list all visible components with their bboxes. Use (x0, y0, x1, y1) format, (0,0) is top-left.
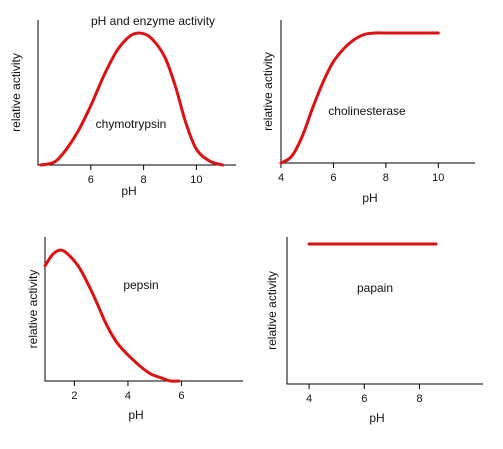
x-tick-label: 4 (306, 393, 312, 405)
enzyme-label: papain (357, 281, 393, 295)
figure-title: pH and enzyme activity (91, 14, 215, 28)
x-axis-label: pH (362, 191, 377, 205)
chart-panel-2: 4 6 8 10 pH relative activity cholinesterase (261, 20, 475, 205)
x-tick-label: 4 (125, 390, 131, 402)
y-axis-label: relative activity (9, 53, 23, 132)
y-axis-label: relative activity (265, 271, 279, 350)
chart-panel-3: 2 4 6 pH relative activity pepsin (26, 237, 243, 422)
enzyme-label: chymotrypsin (96, 117, 167, 131)
y-axis-label: relative activity (26, 270, 40, 349)
x-tick-label: 10 (432, 172, 444, 184)
x-axis-label: pH (121, 184, 136, 198)
x-tick-label: 8 (416, 393, 422, 405)
chart-panel-4: 4 6 8 pH relative activity papain (265, 237, 483, 425)
activity-curve (43, 248, 181, 383)
x-tick-label: 6 (178, 390, 184, 402)
axis-lines (280, 20, 475, 164)
activity-curve (279, 31, 440, 165)
x-tick-label: 4 (278, 172, 284, 184)
x-tick-label: 10 (190, 174, 202, 186)
enzyme-label: pepsin (123, 278, 158, 292)
plot-area: 6 8 10 pH relative activity chymotrypsin 4 6 8 10… (9, 20, 483, 425)
chart-panel-1: 6 8 10 pH relative activity chymotrypsin (9, 20, 236, 198)
axis-lines (37, 20, 236, 166)
x-tick-label: 2 (71, 390, 77, 402)
x-tick-label: 6 (361, 393, 367, 405)
axis-lines (44, 237, 243, 382)
y-axis-label: relative activity (261, 52, 275, 131)
enzyme-label: cholinesterase (328, 104, 406, 118)
x-axis-label: pH (128, 408, 143, 422)
x-tick-label: 6 (330, 172, 336, 184)
x-tick-label: 6 (88, 174, 94, 186)
axis-lines (286, 237, 483, 385)
x-axis-label: pH (369, 411, 384, 425)
x-tick-label: 8 (383, 172, 389, 184)
activity-curve (39, 31, 225, 167)
x-tick-label: 8 (141, 174, 147, 186)
